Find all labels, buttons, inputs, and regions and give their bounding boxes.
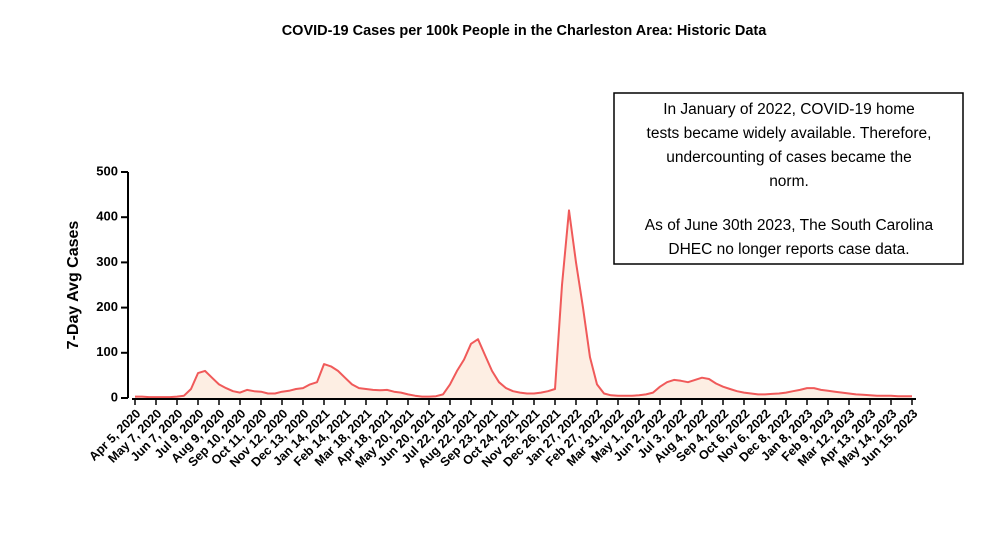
annotation-line: As of June 30th 2023, The South Carolina [645,217,934,234]
y-tick-label: 500 [96,163,118,178]
annotation-line: DHEC no longer reports case data. [668,241,909,258]
annotation-line: tests became widely available. Therefore… [647,125,932,142]
annotation-line: In January of 2022, COVID-19 home [663,101,915,118]
annotation-line: norm. [769,173,809,190]
y-tick-label: 100 [96,344,118,359]
chart-title: COVID-19 Cases per 100k People in the Ch… [282,23,768,39]
y-tick-label: 0 [111,389,118,404]
y-axis-label: 7-Day Avg Cases [65,221,82,350]
y-tick-label: 300 [96,254,118,269]
annotation-line: undercounting of cases became the [666,149,912,166]
annotation-box [613,92,964,265]
y-tick-label: 400 [96,209,118,224]
y-tick-label: 200 [96,299,118,314]
line [135,209,912,399]
